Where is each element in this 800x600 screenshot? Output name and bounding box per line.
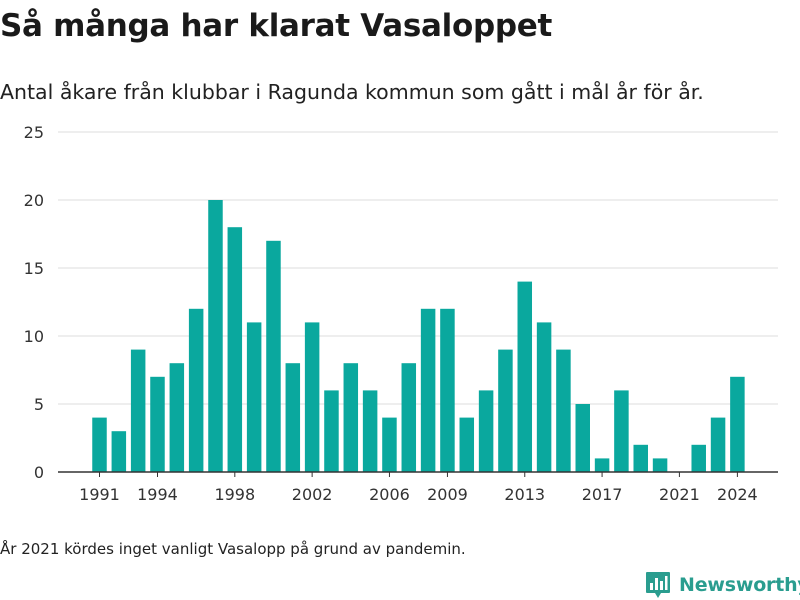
bar-2018 [614, 390, 629, 472]
bar-1997 [208, 200, 223, 472]
bar-2014 [536, 322, 552, 472]
x-tick-label: 1991 [79, 485, 120, 504]
bar-2010 [459, 417, 475, 472]
x-tick-label: 2009 [427, 485, 468, 504]
bar-1999 [246, 322, 262, 472]
bar-2005 [362, 390, 378, 472]
bar-2012 [498, 349, 513, 472]
bar-1992 [111, 431, 127, 472]
bar-1996 [188, 308, 204, 472]
bar-1994 [150, 376, 165, 472]
newsworthy-logo-icon [646, 572, 670, 598]
y-tick-label: 15 [24, 259, 44, 278]
y-tick-label: 10 [24, 327, 44, 346]
y-tick-label: 5 [34, 395, 44, 414]
bar-2023 [710, 417, 726, 472]
bar-2020 [652, 458, 668, 472]
x-tick-label: 2002 [292, 485, 333, 504]
y-tick-label: 20 [24, 191, 44, 210]
bar-2015 [556, 349, 571, 472]
bar-2006 [382, 417, 397, 472]
bars [92, 200, 745, 472]
x-tick-label: 2021 [659, 485, 700, 504]
bar-2024 [730, 376, 745, 472]
y-axis-ticks: 0 5 10 15 20 25 [24, 123, 44, 482]
brand: Newsworthy [645, 570, 800, 600]
x-tick-label: 1994 [137, 485, 178, 504]
bar-2002 [304, 322, 320, 472]
bar-2000 [266, 240, 281, 472]
x-tick-label: 2013 [504, 485, 545, 504]
bar-2008 [420, 308, 436, 472]
y-tick-label: 0 [34, 463, 44, 482]
bar-2019 [633, 444, 648, 472]
footnote: År 2021 kördes inget vanligt Vasalopp på… [0, 540, 466, 558]
bar-1993 [130, 349, 146, 472]
bar-2013 [517, 281, 533, 472]
bar-1995 [169, 363, 185, 472]
bar-2017 [594, 458, 610, 472]
y-tick-label: 25 [24, 123, 44, 142]
x-tick-label: 1998 [214, 485, 255, 504]
bar-2009 [440, 308, 455, 472]
x-tick-label: 2017 [582, 485, 623, 504]
x-axis-ticks: 1991 1994 1998 2002 2006 2009 2013 2017 2021 2024 [79, 472, 758, 504]
bar-2011 [478, 390, 494, 472]
x-tick-label: 2024 [717, 485, 758, 504]
bar-1991 [92, 417, 107, 472]
gridlines [58, 131, 778, 405]
x-tick-label: 2006 [369, 485, 410, 504]
bar-2001 [285, 363, 301, 472]
brand-name: Newsworthy [679, 574, 800, 596]
bar-2003 [324, 390, 339, 472]
bar-2007 [401, 363, 417, 472]
chart-subtitle: Antal åkare från klubbar i Ragunda kommu… [0, 80, 704, 104]
bar-2022 [691, 444, 706, 472]
bar-1998 [227, 227, 243, 472]
bar-2004 [343, 363, 359, 472]
bar-2016 [575, 404, 590, 472]
chart-title: Så många har klarat Vasaloppet [0, 8, 553, 44]
